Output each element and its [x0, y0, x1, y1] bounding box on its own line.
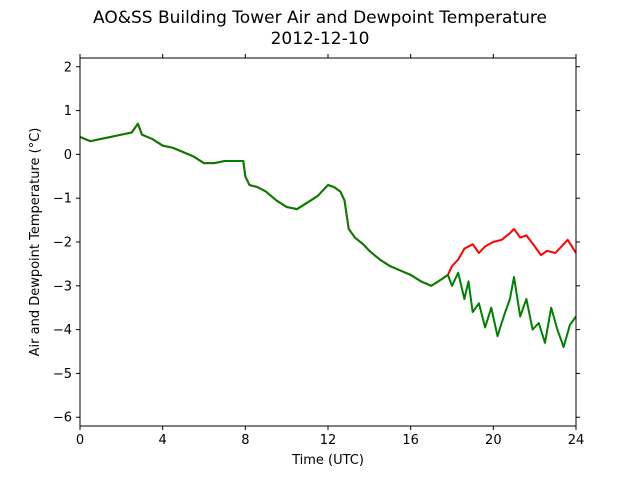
y-tick-label: 1	[64, 104, 72, 119]
chart-title: AO&SS Building Tower Air and Dewpoint Te…	[92, 8, 547, 28]
x-axis-label: Time (UTC)	[292, 453, 364, 468]
y-axis-label: Air and Dewpoint Temperature (°C)	[28, 127, 43, 357]
y-tick-label: −1	[53, 192, 72, 207]
series-line-air	[80, 122, 576, 287]
y-tick-label: 0	[64, 148, 72, 163]
x-tick-label: 4	[159, 433, 167, 448]
y-tick-label: −3	[53, 279, 72, 294]
x-tick-label: 0	[76, 433, 84, 448]
x-tick-label: 24	[568, 433, 585, 448]
y-tick-label: 2	[64, 60, 72, 75]
series-layer	[80, 122, 576, 349]
x-tick-label: 12	[320, 433, 337, 448]
y-tick-label: −2	[53, 236, 72, 251]
x-tick-label: 16	[402, 433, 419, 448]
y-tick-label: −4	[53, 323, 72, 338]
chart-subtitle: 2012-12-10	[270, 29, 370, 49]
x-tick-label: 8	[241, 433, 249, 448]
y-tick-label: −5	[53, 367, 72, 382]
series-line-dewpoint	[80, 122, 576, 349]
plot-frame	[79, 57, 577, 427]
x-tick-label: 20	[485, 433, 502, 448]
y-tick-label: −6	[53, 411, 72, 426]
